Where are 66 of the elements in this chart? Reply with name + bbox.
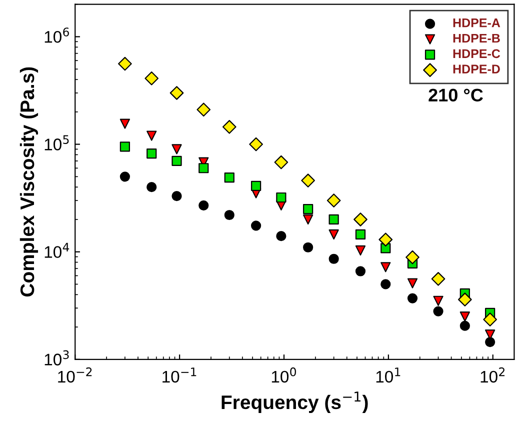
point: [144, 71, 159, 86]
point: [250, 220, 262, 231]
point: [224, 172, 234, 183]
point: [433, 296, 444, 306]
x-tick-label: 10$^{0}$: [272, 367, 296, 383]
point: [460, 320, 470, 331]
point: [355, 229, 366, 240]
x-tick-label: 10$^{−1}$: [162, 368, 196, 383]
y-tick-label: 10$^{3}$: [44, 350, 69, 366]
point: [172, 191, 182, 202]
point: [378, 232, 393, 246]
point: [406, 250, 420, 264]
point: [326, 194, 341, 208]
point: [222, 120, 236, 134]
point: [146, 148, 157, 159]
point: [380, 262, 391, 272]
point: [431, 272, 446, 286]
point: [355, 266, 366, 276]
legend-label: HDPE-D: [453, 64, 500, 74]
point: [146, 130, 157, 141]
point: [303, 242, 314, 252]
point: [328, 229, 339, 240]
point: [380, 279, 391, 290]
point: [328, 254, 339, 264]
legend-label: HDPE-A: [453, 18, 500, 28]
point: [172, 156, 182, 166]
point: [118, 56, 132, 71]
point: [172, 144, 182, 154]
point: [249, 137, 263, 152]
point: [303, 204, 314, 214]
point: [120, 172, 130, 182]
point: [224, 210, 234, 220]
point: [198, 163, 209, 174]
point: [485, 336, 496, 348]
y-tick-label: 10$^{6}$: [44, 28, 69, 43]
point: [407, 293, 418, 304]
legend-label: HDPE-B: [453, 34, 500, 43]
point: [276, 192, 286, 203]
point: [120, 142, 130, 152]
point: [328, 214, 339, 225]
point: [407, 278, 418, 288]
point: [458, 292, 472, 306]
x-tick-label: 10$^{1}$: [376, 368, 400, 383]
x-axis-title: Frequency (s$^{−1}$): [222, 392, 368, 413]
point: [460, 312, 470, 322]
x-tick-label: 10$^{−2}$: [58, 367, 92, 383]
point: [274, 155, 288, 170]
point: [198, 200, 209, 210]
point: [483, 312, 497, 326]
annotation: 210 °C: [428, 88, 483, 102]
point: [196, 102, 211, 117]
point: [146, 182, 157, 192]
y-axis-title: Complex Viscosity (Pa.s): [20, 67, 38, 297]
point: [433, 306, 444, 316]
point: [303, 214, 314, 225]
point: [355, 245, 366, 256]
legend-label: HDPE-C: [453, 49, 500, 58]
point: [354, 212, 368, 226]
y-tick-label: 10$^{4}$: [44, 242, 70, 258]
point: [120, 118, 130, 129]
point: [170, 86, 184, 100]
point: [250, 180, 262, 191]
point: [301, 174, 315, 188]
y-tick-label: 10$^{5}$: [44, 135, 69, 150]
x-tick-label: 10$^{2}$: [480, 367, 504, 383]
point: [276, 231, 286, 242]
